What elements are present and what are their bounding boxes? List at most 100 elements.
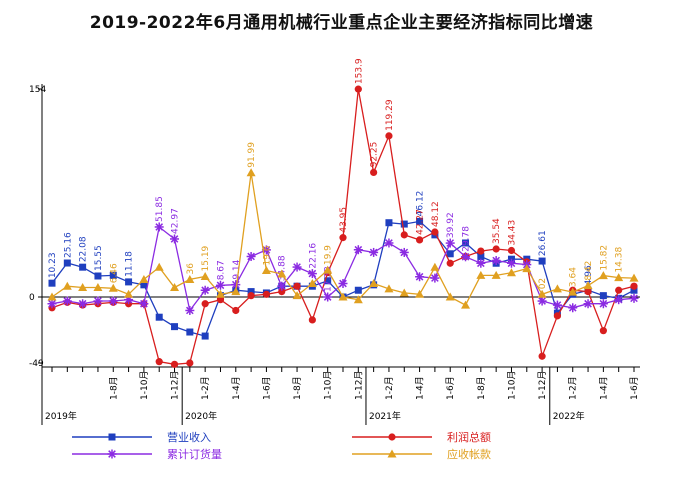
orders-point [369, 247, 379, 257]
orders-data-label: 34.88 [278, 255, 288, 281]
receivables-data-label: 3.64 [569, 267, 579, 287]
receivables-point [78, 283, 88, 292]
x-tick-label: 1-8月 [108, 376, 119, 400]
receivables-point [415, 289, 425, 298]
x-tick-label: 1-2月 [384, 376, 395, 400]
profit-data-label: 43.95 [339, 207, 349, 233]
revenue-point [324, 277, 332, 285]
y-tick-label: 154 [29, 85, 46, 95]
receivables-data-label: 36 [186, 263, 196, 275]
revenue-data-label: 11.18 [125, 251, 135, 277]
orders-point [185, 305, 195, 315]
profit-point [354, 85, 362, 93]
orders-point [338, 278, 348, 288]
revenue-point [630, 286, 638, 294]
x-tick-label: 1-10月 [323, 371, 334, 400]
profit-point [630, 282, 638, 290]
receivables-point [139, 274, 149, 283]
profit-point [400, 231, 408, 239]
x-tick-label: 1-6月 [629, 376, 640, 400]
receivables-point [537, 289, 547, 298]
chart-title: 2019-2022年6月通用机械行业重点企业主要经济指标同比增速 [89, 13, 594, 33]
revenue-point [354, 286, 362, 294]
receivables-point [200, 271, 210, 280]
legend-orders-label: 累计订货量 [167, 447, 222, 461]
year-label: 2020年 [185, 410, 217, 422]
receivables-point [552, 284, 562, 293]
orders-data-label: 51.85 [155, 196, 165, 222]
receivables-data-label: 02 [538, 278, 548, 289]
profit-point [584, 287, 592, 296]
orders-point [200, 285, 210, 295]
receivables-point [108, 283, 118, 292]
profit-point [415, 236, 424, 244]
profit-point [262, 290, 271, 298]
x-tick-label: 1-2月 [568, 376, 579, 400]
revenue-data-label: 26.61 [538, 230, 548, 256]
revenue-data-label: 22.08 [79, 236, 89, 262]
revenue-point [63, 259, 71, 267]
orders-point [246, 251, 256, 261]
orders-point [399, 247, 409, 257]
receivables-point [124, 289, 134, 298]
receivables-point [185, 274, 195, 283]
profit-point [308, 316, 316, 324]
orders-point [307, 269, 317, 279]
orders-point [415, 272, 425, 282]
x-tick-label: 1-2月 [200, 376, 211, 400]
orders-point [277, 281, 287, 291]
legend-receivables-label: 应收帐款 [447, 447, 491, 461]
profit-point [446, 259, 454, 267]
revenue-point [201, 332, 209, 340]
profit-point [553, 312, 562, 320]
orders-point [430, 273, 440, 283]
profit-data-label: 119.29 [385, 99, 395, 131]
profit-data-label: 153.9 [354, 58, 364, 84]
x-tick-label: 1-4月 [415, 376, 426, 400]
revenue-point [109, 271, 117, 279]
revenue-point [140, 281, 148, 289]
profit-point [339, 234, 347, 242]
profit-point [170, 360, 179, 368]
receivables-data-label: 91.99 [247, 142, 257, 168]
orders-point [47, 299, 57, 309]
revenue-data-label: 15.55 [94, 245, 104, 271]
orders-point [323, 292, 333, 302]
revenue-point [416, 217, 424, 225]
revenue-point [125, 278, 133, 286]
orders-point [292, 262, 302, 272]
receivables-point [506, 268, 516, 277]
profit-point [278, 287, 286, 296]
profit-point [293, 282, 301, 290]
receivables-point [170, 283, 180, 292]
profit-point [155, 358, 163, 366]
revenue-data-label: 46.12 [416, 191, 426, 217]
profit-data-label: 48.12 [431, 201, 441, 227]
receivables-data-label: 6.46 [109, 263, 119, 283]
orders-point [215, 280, 225, 290]
receivables-point [338, 292, 348, 301]
revenue-data-label: 25.16 [63, 232, 73, 258]
profit-point [247, 292, 255, 300]
profit-point [370, 168, 378, 177]
orders-point [461, 252, 471, 262]
legend-revenue-marker [108, 433, 116, 441]
x-tick-label: 1-12月 [170, 371, 181, 400]
orders-point [170, 234, 180, 244]
profit-point [599, 327, 607, 335]
orders-point [78, 299, 88, 309]
revenue-data-label: 4.96 [584, 265, 594, 285]
receivables-data-label: 8.42 [584, 261, 594, 281]
revenue-point [599, 292, 607, 300]
profit-point [615, 286, 623, 294]
x-tick-label: 1-10月 [139, 371, 150, 400]
receivables-point [62, 281, 72, 290]
profit-point [201, 300, 209, 308]
orders-point [353, 245, 363, 255]
orders-point [93, 296, 103, 306]
x-tick-label: 1-4月 [231, 376, 242, 400]
receivables-point [292, 291, 302, 300]
profit-point [431, 228, 439, 236]
